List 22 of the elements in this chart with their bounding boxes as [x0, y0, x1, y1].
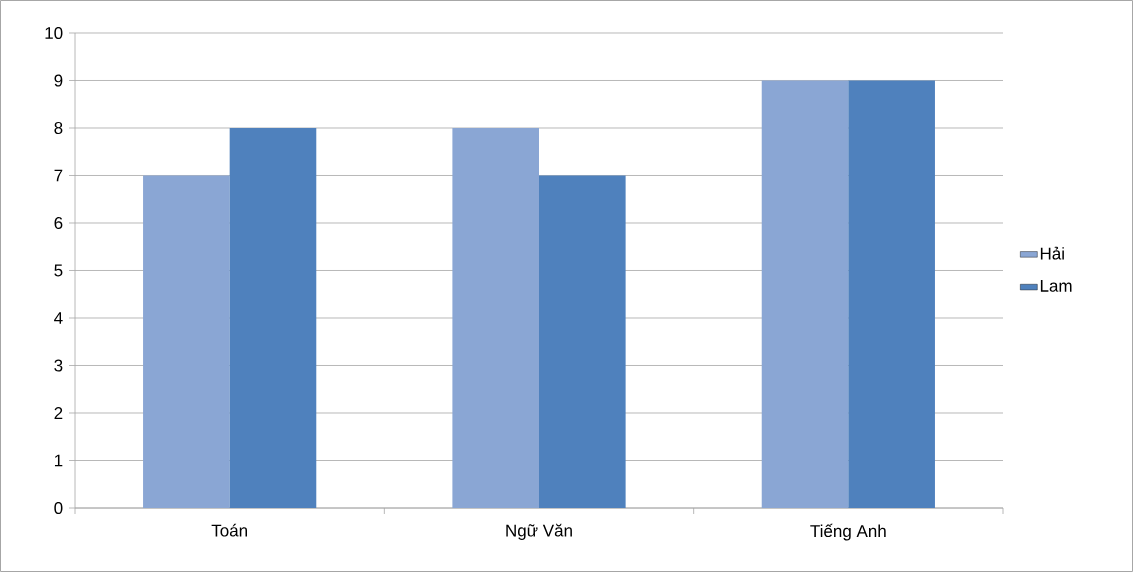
x-tick-label: Tiếng Anh [810, 523, 886, 541]
y-tick-label: 3 [54, 359, 63, 372]
y-tick-label: 2 [54, 407, 63, 419]
y-tick-label: 7 [54, 169, 63, 182]
x-tick-label: Toán [211, 523, 247, 537]
legend-label: Hải [1040, 246, 1064, 260]
legend-label: Lam [1040, 279, 1072, 292]
bar [143, 175, 230, 508]
bar [539, 175, 626, 508]
y-tick-label: 4 [54, 312, 63, 324]
bar [848, 80, 935, 508]
y-tick-label: 5 [54, 264, 63, 277]
y-tick-label: 9 [54, 74, 63, 87]
x-tick-label: Ngữ Văn [506, 523, 572, 540]
y-tick-label: 0 [54, 501, 63, 515]
y-tick-label: 8 [54, 121, 63, 135]
bar [761, 80, 849, 508]
y-tick-label: 10 [45, 26, 63, 40]
y-tick-label: 6 [54, 216, 63, 230]
bar [229, 128, 317, 508]
y-tick-label: 1 [54, 454, 63, 467]
bar [452, 128, 539, 508]
